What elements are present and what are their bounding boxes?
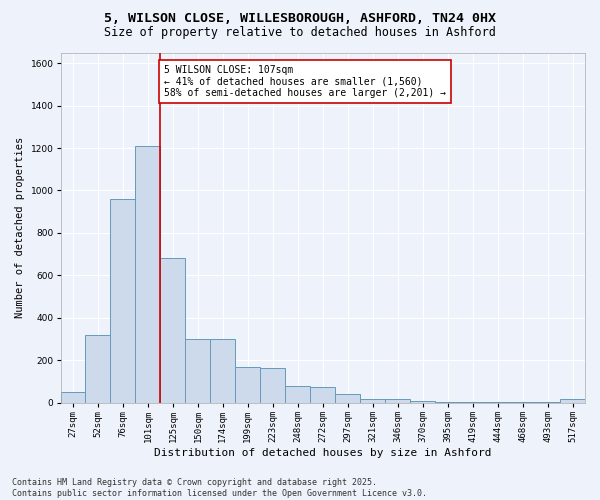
Bar	[61, 392, 85, 403]
Bar	[385, 399, 410, 403]
Bar	[160, 258, 185, 403]
Bar	[136, 146, 160, 403]
Bar	[460, 402, 485, 403]
Text: Size of property relative to detached houses in Ashford: Size of property relative to detached ho…	[104, 26, 496, 39]
Bar	[211, 339, 235, 403]
Bar	[85, 335, 110, 403]
Bar	[360, 398, 385, 403]
Text: 5 WILSON CLOSE: 107sqm
← 41% of detached houses are smaller (1,560)
58% of semi-: 5 WILSON CLOSE: 107sqm ← 41% of detached…	[164, 65, 446, 98]
Bar	[310, 387, 335, 403]
Bar	[410, 401, 435, 403]
Text: 5, WILSON CLOSE, WILLESBOROUGH, ASHFORD, TN24 0HX: 5, WILSON CLOSE, WILLESBOROUGH, ASHFORD,…	[104, 12, 496, 26]
Text: Contains HM Land Registry data © Crown copyright and database right 2025.
Contai: Contains HM Land Registry data © Crown c…	[12, 478, 427, 498]
Bar	[235, 366, 260, 403]
Bar	[435, 402, 460, 403]
X-axis label: Distribution of detached houses by size in Ashford: Distribution of detached houses by size …	[154, 448, 491, 458]
Bar	[110, 199, 136, 403]
Bar	[335, 394, 360, 403]
Y-axis label: Number of detached properties: Number of detached properties	[15, 137, 25, 318]
Bar	[285, 386, 310, 403]
Bar	[260, 368, 285, 403]
Bar	[185, 339, 211, 403]
Bar	[560, 399, 585, 403]
